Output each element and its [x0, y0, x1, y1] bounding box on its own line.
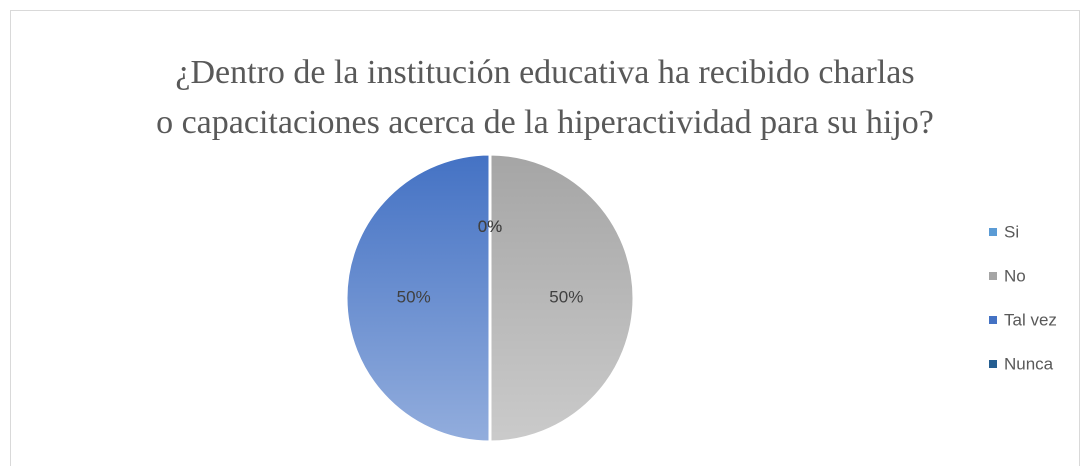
data-label: 50%	[397, 287, 431, 306]
legend-label: Tal vez	[1004, 310, 1057, 329]
data-label: 0%	[478, 217, 503, 236]
legend-swatch	[989, 316, 997, 324]
legend-swatch	[989, 360, 997, 368]
slice-shine	[490, 154, 634, 442]
chart-title: ¿Dentro de la institución educativa ha r…	[156, 54, 934, 141]
data-label: 0%	[478, 217, 503, 236]
slice-shine	[346, 154, 490, 442]
data-label: 50%	[549, 287, 583, 306]
legend-label: Si	[1004, 222, 1019, 241]
legend-label: Nunca	[1004, 354, 1054, 373]
slice-group	[344, 152, 492, 444]
slice-group	[488, 152, 636, 444]
legend-label: No	[1004, 266, 1026, 285]
legend-swatch	[989, 272, 997, 280]
legend-swatch	[989, 228, 997, 236]
